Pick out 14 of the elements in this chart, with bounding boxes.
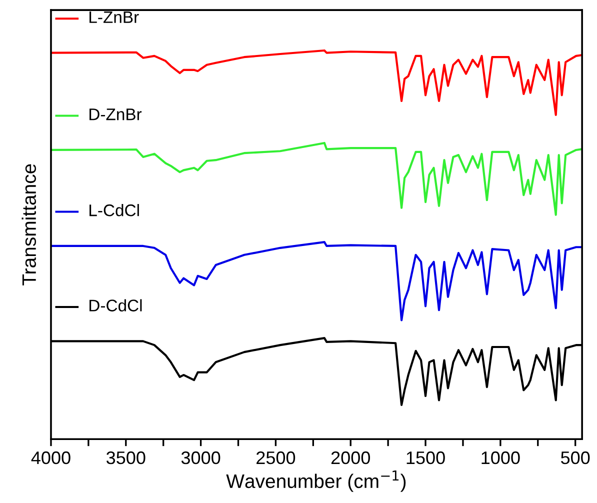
x-tick-label: 1500: [406, 451, 445, 464]
legend-label: D-CdCl: [90, 299, 142, 312]
x-axis-title: Wavenumber (cm$^{−1}$): [226, 470, 406, 492]
x-tick-label: 2000: [331, 451, 370, 464]
x-tick-label: 3000: [181, 451, 220, 464]
x-tick-label: 3500: [106, 451, 146, 464]
x-tick-label: 2500: [256, 451, 296, 464]
legend-label: L-ZnBr: [90, 11, 139, 23]
x-tick-label: 1000: [482, 451, 520, 464]
x-tick-label: 4000: [31, 451, 70, 464]
x-tick-label: 500: [560, 451, 590, 464]
legend-label: L-CdCl: [90, 204, 139, 216]
y-axis-title: Transmittance: [22, 164, 36, 286]
legend-label: D-ZnBr: [90, 108, 142, 120]
